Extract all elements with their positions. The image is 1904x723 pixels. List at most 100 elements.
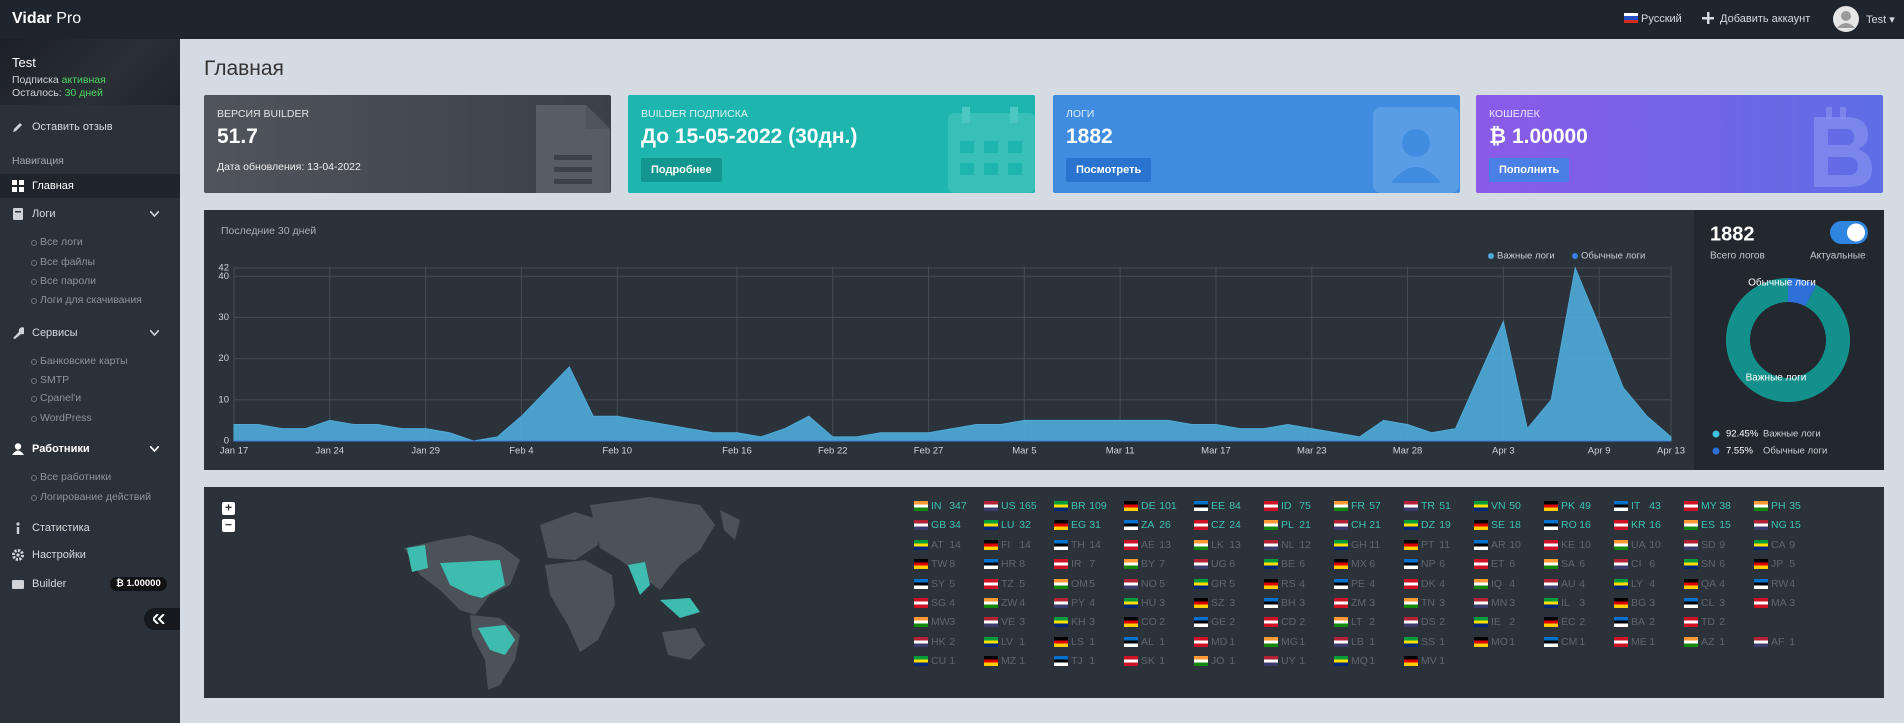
country-entry: TH 14 (1054, 537, 1124, 553)
country-entry: IN 347 (914, 498, 984, 514)
country-count: 5 (949, 577, 956, 590)
flag-icon (1334, 501, 1348, 511)
country-count: 1 (1579, 635, 1586, 648)
icon (13, 123, 22, 132)
country-count: 57 (1369, 500, 1381, 512)
country-count: 10 (1649, 538, 1661, 551)
nav-item[interactable]: Логи (0, 202, 180, 226)
nav-subitem[interactable]: Логи для скачивания (31, 294, 142, 306)
language[interactable]: Русский (1641, 13, 1682, 25)
country-count: 1 (949, 655, 956, 668)
country-code: UA (1631, 538, 1646, 551)
feedback-link[interactable]: Оставить отзыв (0, 115, 180, 139)
flag-icon (1194, 539, 1208, 550)
zoom-out-button[interactable] (222, 519, 235, 532)
flag-icon (1124, 656, 1138, 667)
collapse-button[interactable] (144, 608, 180, 630)
country-count: 1 (1299, 655, 1306, 668)
country-code: MD (1211, 635, 1228, 648)
flag-icon (1194, 617, 1208, 628)
country-code: BG (1631, 597, 1647, 609)
nav-item[interactable]: Настройки (0, 543, 180, 567)
chevron (150, 330, 159, 336)
nav-subitem[interactable]: Все пароли (31, 275, 96, 287)
x-tick-label: Jan 24 (316, 446, 345, 457)
country-entry: RO 16 (1544, 517, 1614, 533)
flag-icon (1264, 656, 1278, 667)
x-tick-label: Apr 3 (1492, 446, 1515, 457)
nav-item[interactable]: Builder ₿ 1.00000 (0, 572, 180, 596)
country-entry: PL 21 (1264, 517, 1334, 533)
country-count: 4 (1509, 577, 1516, 590)
country-code: GH (1351, 538, 1367, 551)
flag-icon (1404, 578, 1418, 589)
country-code: DS (1421, 616, 1436, 629)
country-entry: AU 4 (1544, 576, 1614, 592)
nav-subitem[interactable]: Cpanel'и (30, 392, 82, 404)
nav-subitem[interactable]: Все работники (30, 471, 112, 483)
user-menu[interactable]: Test ▾ (1866, 14, 1895, 26)
country-code: SY (931, 577, 946, 590)
nav-subitem[interactable]: WordPress (31, 412, 92, 424)
country-code: JO (1211, 655, 1225, 668)
country-count: 16 (1579, 519, 1591, 532)
flag-icon (1054, 559, 1068, 570)
card-value: 51.7 (217, 125, 258, 148)
country-count: 3 (1299, 597, 1306, 609)
nav-subitem[interactable]: Банковские карты (31, 355, 128, 367)
nav-item[interactable]: Главная (0, 174, 180, 198)
card: ВЕРСИЯ BUILDER 51.7 Дата обновления: 13-… (204, 95, 611, 193)
country-count: 14 (1089, 538, 1101, 551)
flag-icon (1124, 598, 1138, 608)
nav-label: Работники (32, 443, 90, 455)
country-code: FI (1001, 538, 1011, 551)
country-entry: SS 1 (1404, 634, 1474, 650)
country-entry: CL 3 (1684, 595, 1754, 611)
flag-icon (914, 598, 928, 608)
chart-title: Последние 30 дней (221, 225, 316, 237)
nav-item[interactable]: Сервисы (0, 321, 180, 345)
nav-item[interactable]: Работники (0, 437, 180, 461)
country-count: 49 (1579, 500, 1591, 512)
zoom-in-button[interactable] (222, 502, 235, 515)
country-code: VE (1001, 616, 1016, 629)
nav-subitem[interactable]: Все логи (31, 236, 83, 248)
country-count: 14 (949, 538, 961, 551)
card-button[interactable]: Посмотреть (1066, 158, 1152, 182)
country-entry: NG 15 (1754, 517, 1824, 533)
nav-subitem[interactable]: Логирование действий (30, 491, 152, 503)
x-tick-label: Mar 11 (1106, 446, 1135, 457)
nav-subitem[interactable]: Все файлы (30, 256, 96, 268)
flag-icon (1054, 656, 1068, 667)
zoom-out-label: − (225, 518, 232, 532)
country-count: 1 (1089, 655, 1096, 668)
avatar[interactable] (1833, 6, 1859, 32)
card-button[interactable]: Пополнить (1489, 158, 1570, 182)
country-code: TD (1701, 616, 1715, 629)
country-code: AE (1141, 538, 1156, 551)
x-tick-label: Feb 22 (818, 446, 848, 457)
nav-subitem[interactable]: SMTP (30, 374, 70, 386)
country-code: DZ (1421, 519, 1435, 532)
country-code: QA (1701, 577, 1717, 590)
add-account[interactable]: Добавить аккаунт (1720, 13, 1811, 25)
brand[interactable]: Vidar Pro (12, 10, 81, 28)
card-label: ЛОГИ (1066, 108, 1095, 120)
country-code: AL (1141, 635, 1154, 648)
country-code: RO (1561, 519, 1577, 532)
flag-icon (1624, 13, 1638, 23)
card-button[interactable]: Подробнее (641, 158, 722, 182)
brand-suffix: Pro (56, 10, 82, 27)
wallet-badge: ₿ 1.00000 (110, 577, 167, 591)
country-entry: VE 3 (984, 614, 1054, 630)
country-entry: JP 5 (1754, 556, 1824, 572)
y-tick-label: 20 (218, 353, 229, 364)
country-code: RW (1771, 577, 1789, 590)
country-code: PK (1561, 500, 1576, 512)
card-label: КОШЕЛЕК (1489, 108, 1540, 120)
country-code: ES (1701, 519, 1716, 532)
country-entry: TJ 1 (1054, 653, 1124, 669)
country-entry: LK 13 (1194, 537, 1264, 553)
country-count: 5 (1229, 577, 1236, 590)
nav-item[interactable]: Статистика (0, 516, 180, 540)
